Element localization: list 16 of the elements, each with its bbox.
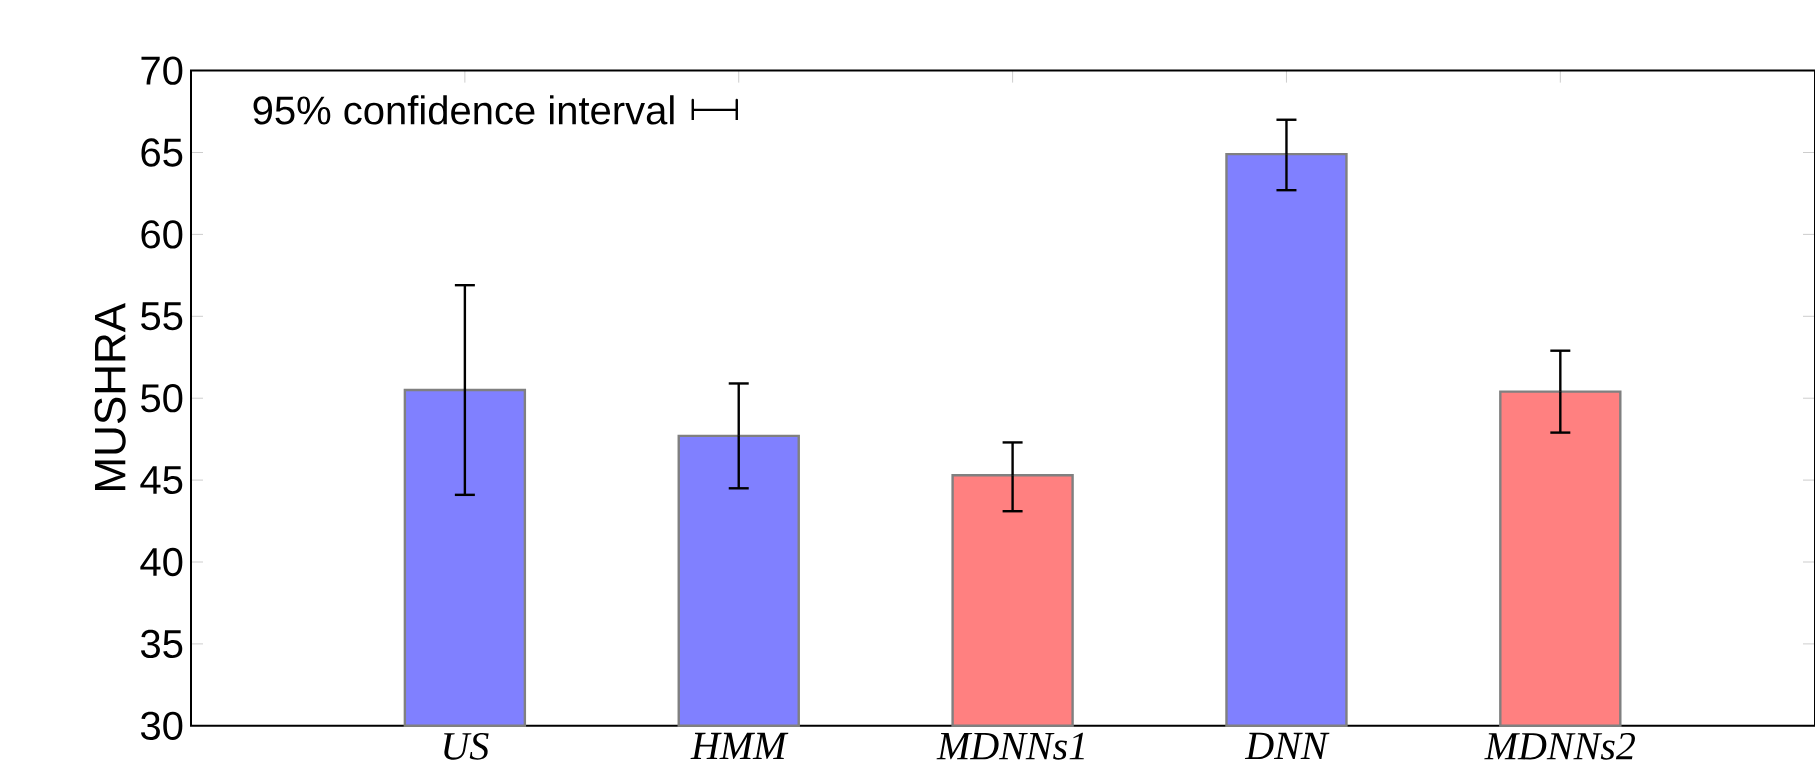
y-tick-label: 70: [141, 56, 183, 85]
y-tick-label: 30: [140, 711, 183, 740]
y-tick-label: 60: [141, 220, 183, 249]
y-tick-label: 65: [141, 138, 183, 167]
y-tick-label: 55: [141, 302, 183, 331]
x-tick-label: US: [444, 732, 489, 760]
x-tick-label: MDNNs2: [1484, 732, 1635, 760]
y-tick-label: 40: [140, 547, 183, 577]
y-tick-label: 45: [140, 466, 183, 495]
x-tick-label: MDNNs1: [936, 732, 1084, 760]
annotation: 95% confidence interval: [253, 95, 674, 125]
y-tick-label: 35: [140, 629, 183, 659]
y-axis-title: MUSHRA: [94, 302, 126, 490]
y-tick-label: 50: [141, 384, 183, 413]
x-tick-label: HMM: [690, 732, 789, 760]
x-tick-label: DNN: [1244, 732, 1330, 760]
